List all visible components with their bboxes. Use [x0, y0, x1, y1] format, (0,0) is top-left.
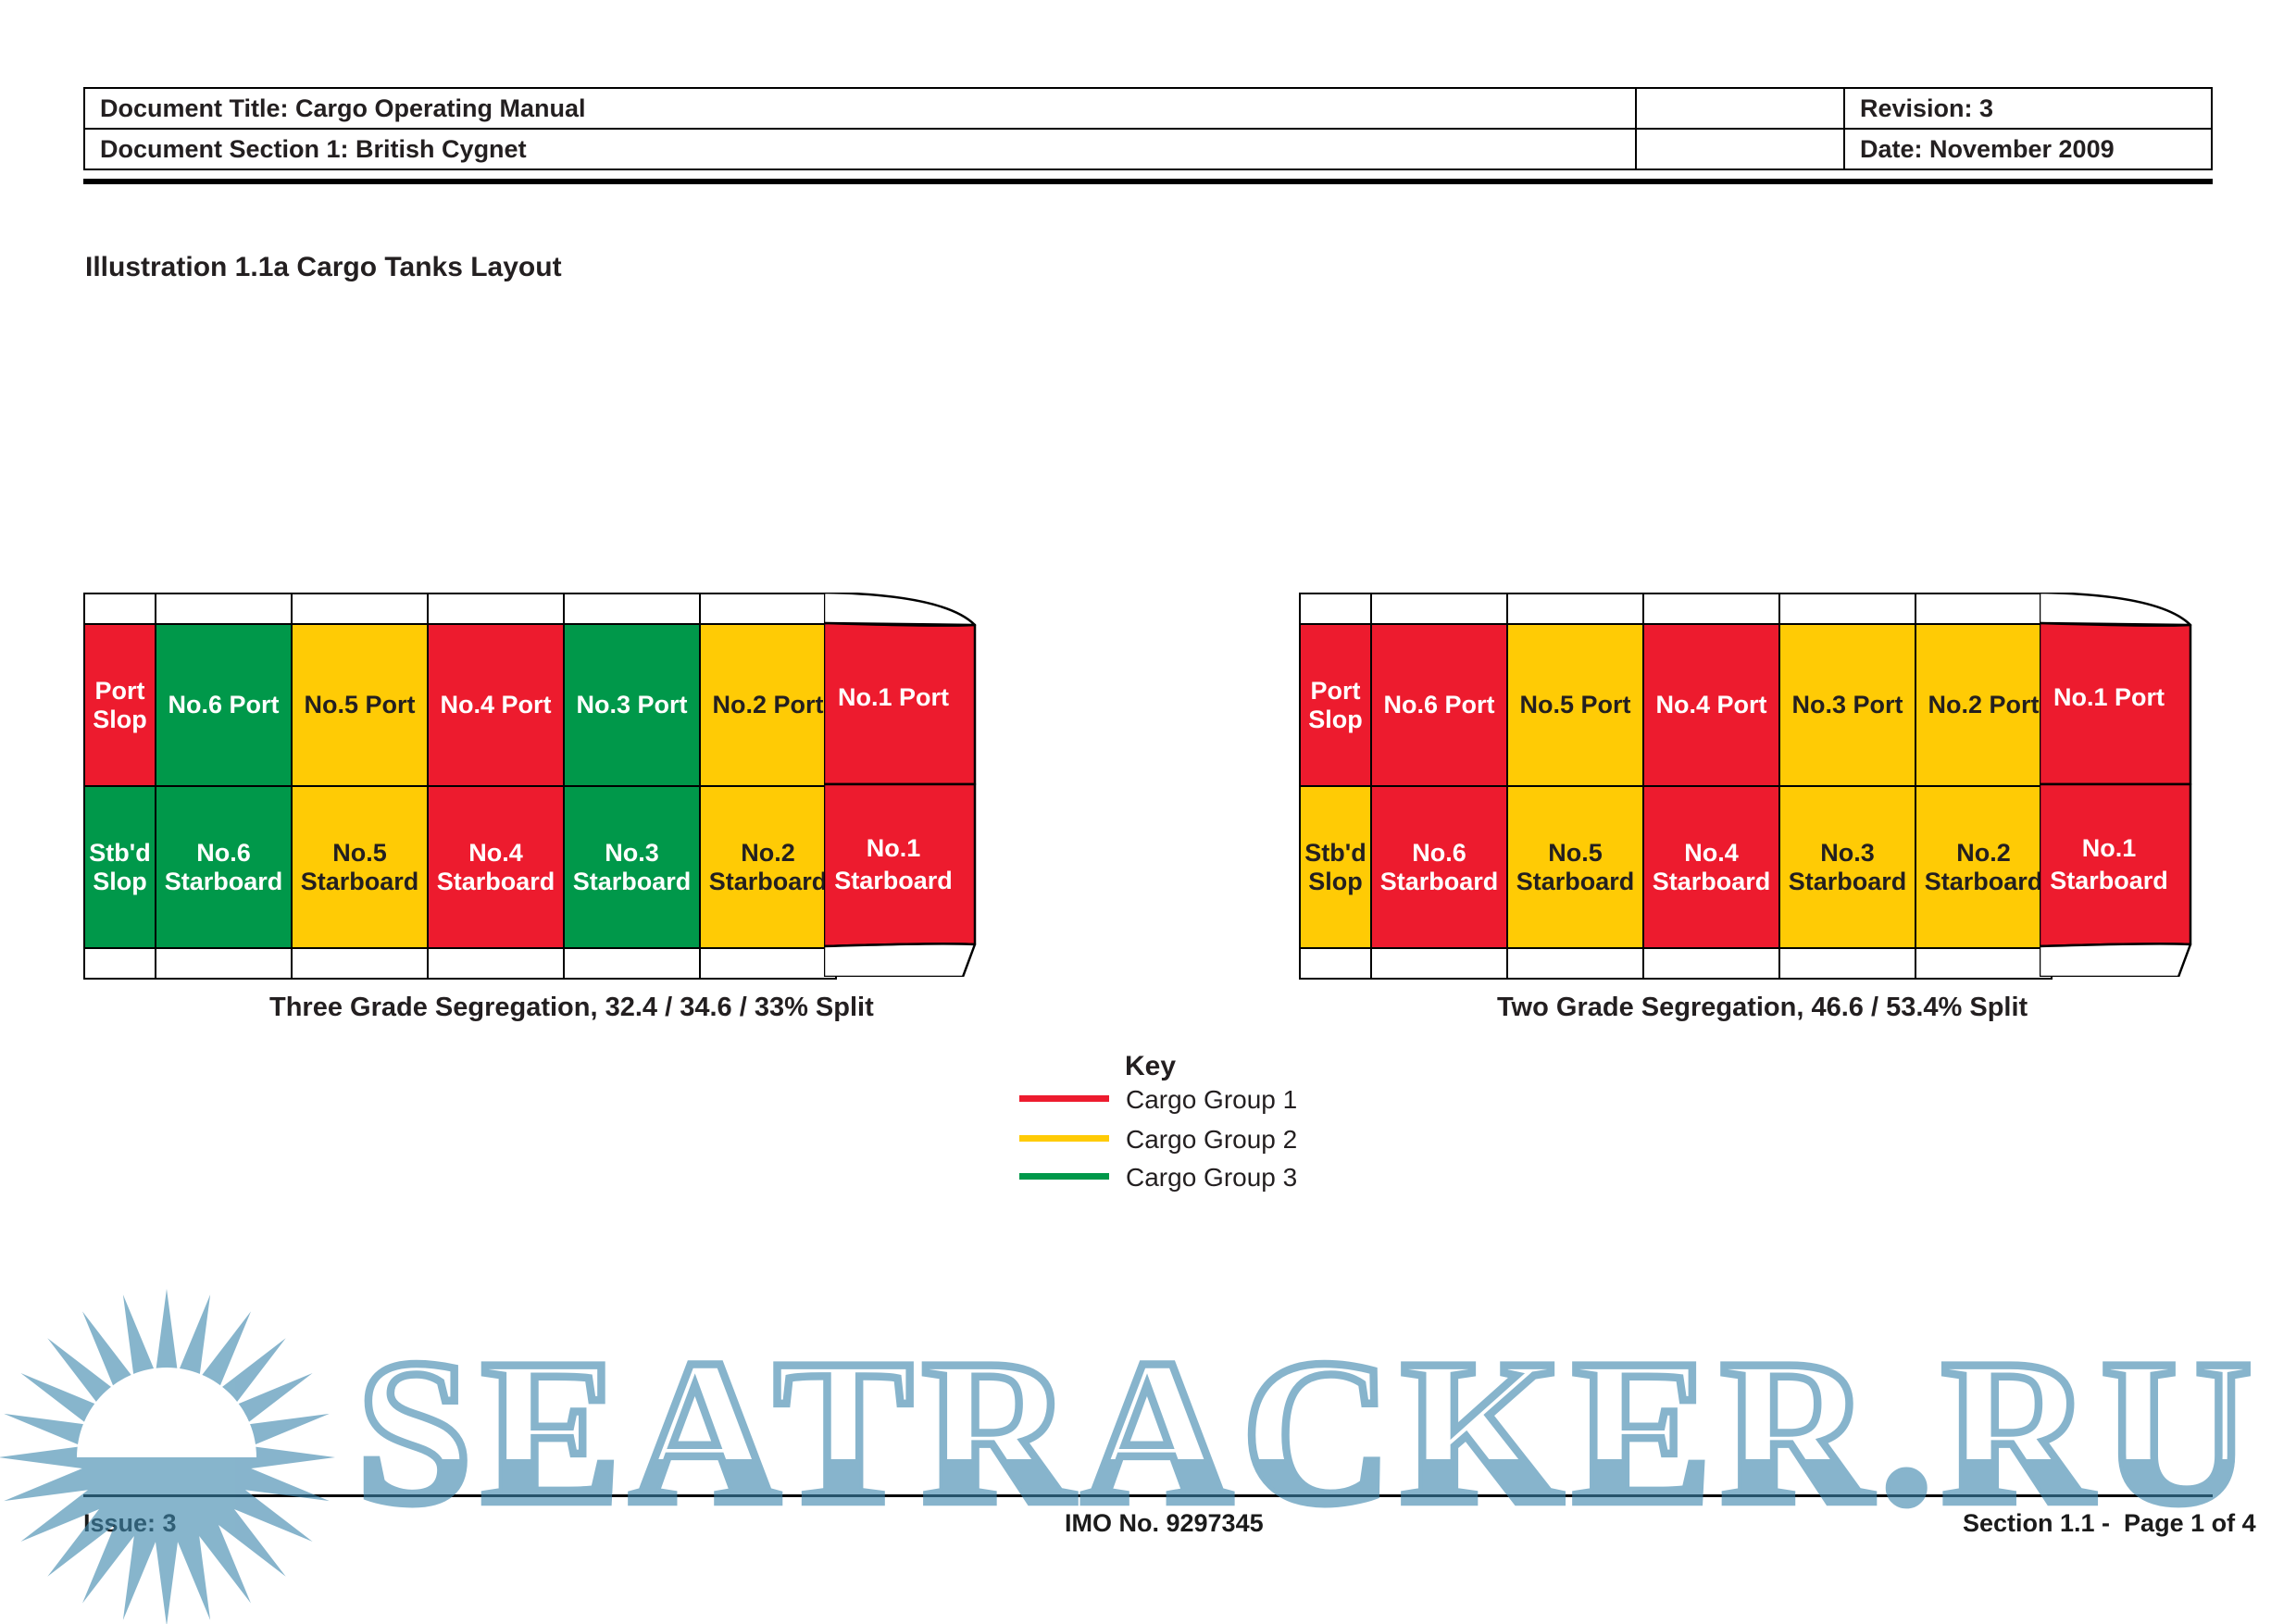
svg-text:No.1 Port: No.1 Port [2053, 683, 2165, 711]
svg-text:Starboard: Starboard [2050, 867, 2168, 894]
svg-text:Starboard: Starboard [834, 867, 953, 894]
svg-text:No.1: No.1 [867, 834, 921, 862]
svg-text:No.1 Port: No.1 Port [838, 683, 949, 711]
svg-text:No.1: No.1 [2082, 834, 2137, 862]
